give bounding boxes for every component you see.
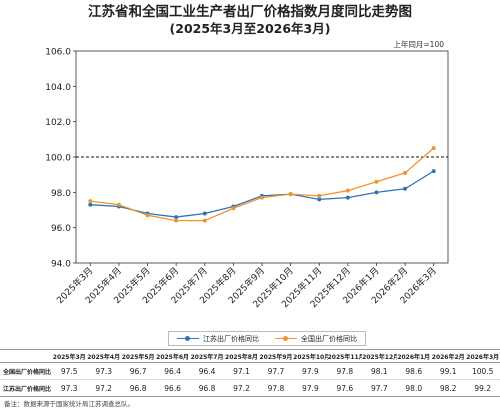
table-header-cell: 2026年2月 — [430, 349, 466, 363]
series-point-1 — [403, 170, 408, 175]
table-cell: 97.9 — [293, 379, 328, 397]
series-point-0 — [403, 186, 408, 191]
series-point-0 — [174, 215, 179, 220]
chart-subtitle: (2025年3月至2026年3月) — [169, 21, 331, 36]
footnote: 备注：数据来源于国家统计局江苏调查总队。 — [4, 400, 134, 408]
table-cell: 97.5 — [52, 362, 87, 380]
table-cell: 97.7 — [258, 362, 294, 380]
series-point-1 — [317, 193, 322, 198]
table-cell: 97.8 — [258, 379, 294, 397]
legend-item-national: 全国出厂价格同比 — [275, 334, 357, 344]
series-point-1 — [288, 192, 293, 197]
table-header-cell: 2026年3月 — [465, 349, 500, 363]
legend-label-national: 全国出厂价格同比 — [301, 334, 357, 343]
legend: 江苏出厂价格同比 全国出厂价格同比 — [168, 331, 366, 346]
legend-label-jiangsu: 江苏出厂价格同比 — [203, 334, 259, 343]
table-cell: 98.0 — [396, 379, 431, 397]
series-point-1 — [374, 179, 379, 184]
table-cell: 96.4 — [155, 362, 190, 380]
table-cell: 99.1 — [430, 362, 466, 380]
table-row-label: 江苏出厂价格同比 — [0, 379, 52, 397]
series-line-1 — [90, 147, 435, 222]
table-cell: 97.1 — [224, 362, 259, 380]
table-header-cell: 2025年8月 — [224, 349, 259, 363]
series-point-0 — [202, 211, 207, 216]
table-header-cell: 2025年3月 — [52, 349, 87, 363]
y-tick-label: 102.0 — [45, 118, 71, 128]
series-point-0 — [431, 169, 436, 174]
table-row-label: 全国出厂价格同比 — [0, 362, 52, 380]
table-cell: 96.8 — [120, 379, 156, 397]
table-header-cell: 2025年6月 — [155, 349, 190, 363]
table-cell: 97.8 — [327, 362, 363, 380]
legend-swatch-national — [275, 334, 297, 343]
table-cell: 98.6 — [396, 362, 431, 380]
y-tick-label: 98.0 — [51, 189, 71, 199]
series-point-0 — [345, 195, 350, 200]
series-point-1 — [116, 202, 121, 207]
table-cell: 96.8 — [189, 379, 225, 397]
table-cell: 97.7 — [362, 379, 397, 397]
legend-swatch-jiangsu — [177, 334, 199, 343]
table-header-cell: 2025年12月 — [362, 349, 397, 363]
table-cell: 98.1 — [362, 362, 397, 380]
table-cell: 97.3 — [86, 362, 121, 380]
series-point-1 — [88, 199, 93, 204]
table-cell: 96.6 — [155, 379, 190, 397]
chart-title: 江苏省和全国工业生产者出厂价格指数月度同比走势图 — [88, 4, 412, 20]
series-point-1 — [431, 146, 436, 151]
table-cell: 97.2 — [86, 379, 121, 397]
table-header-cell: 2026年1月 — [396, 349, 431, 363]
table-cell: 97.6 — [327, 379, 363, 397]
table-cell: 97.3 — [52, 379, 87, 397]
table-cell: 96.7 — [120, 362, 156, 380]
series-point-1 — [174, 218, 179, 223]
table-cell: 98.2 — [430, 379, 466, 397]
table-header-cell: 2025年9月 — [258, 349, 294, 363]
y-tick-label: 94.0 — [51, 260, 71, 270]
table-header-cell: 2025年10月 — [293, 349, 328, 363]
table-cell: 97.9 — [293, 362, 328, 380]
y-tick-label: 96.0 — [51, 224, 71, 234]
series-point-1 — [345, 188, 350, 193]
series-point-0 — [317, 197, 322, 202]
table-corner — [0, 349, 52, 363]
data-table: 2025年3月 2025年4月 2025年5月 2025年6月 2025年7月 … — [0, 349, 500, 397]
base-note: 上年同月=100 — [393, 40, 444, 49]
series-point-0 — [88, 202, 93, 207]
table-header-cell: 2025年5月 — [120, 349, 156, 363]
series-point-1 — [202, 218, 207, 223]
table-header-cell: 2025年11月 — [327, 349, 363, 363]
table-row-jiangsu: 江苏出厂价格同比 97.3 97.2 96.8 96.6 96.8 97.2 9… — [0, 379, 500, 397]
y-tick-label: 106.0 — [45, 48, 71, 58]
line-chart: 94.096.098.0100.0102.0104.0106.02025年3月2… — [45, 48, 449, 310]
table-row-national: 全国出厂价格同比 97.5 97.3 96.7 96.4 96.4 97.1 9… — [0, 362, 500, 380]
series-point-0 — [374, 190, 379, 195]
legend-item-jiangsu: 江苏出厂价格同比 — [177, 334, 259, 344]
table-header-cell: 2025年4月 — [86, 349, 121, 363]
table-cell: 97.2 — [224, 379, 259, 397]
series-point-1 — [145, 213, 150, 218]
series-point-1 — [231, 206, 236, 211]
table-header-row: 2025年3月 2025年4月 2025年5月 2025年6月 2025年7月 … — [0, 349, 500, 363]
table-cell: 99.2 — [465, 379, 500, 397]
table-cell: 100.5 — [465, 362, 500, 380]
table-cell: 96.4 — [189, 362, 225, 380]
y-tick-label: 100.0 — [45, 154, 71, 164]
series-point-1 — [260, 195, 264, 200]
table-header-cell: 2025年7月 — [189, 349, 225, 363]
y-tick-label: 104.0 — [45, 83, 71, 93]
